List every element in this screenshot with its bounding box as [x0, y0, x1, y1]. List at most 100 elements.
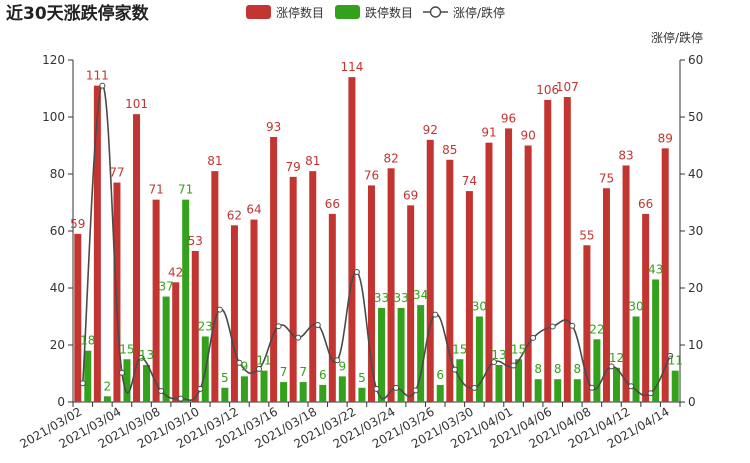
- limit-down-bar[interactable]: [319, 384, 327, 402]
- limit-up-bar[interactable]: [309, 171, 317, 402]
- ratio-point[interactable]: [588, 384, 595, 391]
- ratio-point[interactable]: [79, 380, 86, 387]
- limit-down-bar[interactable]: [612, 367, 620, 402]
- limit-down-bar[interactable]: [84, 350, 92, 402]
- limit-up-bar[interactable]: [622, 165, 630, 402]
- limit-down-bar[interactable]: [123, 359, 131, 402]
- ratio-point[interactable]: [256, 365, 263, 372]
- limit-down-bar[interactable]: [632, 316, 640, 403]
- limit-up-bar[interactable]: [191, 250, 199, 402]
- limit-down-bar[interactable]: [652, 279, 660, 402]
- limit-up-bar-label: 66: [638, 197, 653, 211]
- limit-up-bar[interactable]: [113, 182, 121, 402]
- limit-down-bar[interactable]: [397, 307, 405, 402]
- ratio-point[interactable]: [138, 354, 145, 361]
- ratio-point[interactable]: [628, 383, 635, 390]
- limit-down-bar[interactable]: [280, 382, 288, 402]
- ratio-point[interactable]: [197, 385, 204, 392]
- limit-down-bar[interactable]: [417, 305, 425, 402]
- limit-up-bar[interactable]: [485, 142, 493, 402]
- limit-down-bar-label: 7: [280, 365, 288, 379]
- limit-up-bar[interactable]: [133, 114, 141, 403]
- limit-down-bar[interactable]: [456, 359, 464, 402]
- limit-down-bar[interactable]: [671, 370, 679, 402]
- limit-up-bar[interactable]: [230, 225, 238, 402]
- limit-down-bar[interactable]: [495, 364, 503, 402]
- limit-up-bar[interactable]: [642, 213, 650, 402]
- limit-up-bar-label: 69: [403, 188, 418, 202]
- ratio-point[interactable]: [451, 366, 458, 373]
- ratio-point[interactable]: [647, 390, 654, 397]
- ratio-point[interactable]: [569, 322, 576, 329]
- limit-up-bar[interactable]: [328, 213, 336, 402]
- limit-up-bar[interactable]: [446, 159, 454, 402]
- limit-down-bar[interactable]: [378, 307, 385, 402]
- limit-down-bar[interactable]: [260, 370, 268, 402]
- limit-down-bar[interactable]: [338, 376, 346, 402]
- ratio-point[interactable]: [177, 395, 184, 402]
- limit-up-bar[interactable]: [544, 99, 552, 403]
- ratio-point[interactable]: [530, 334, 537, 341]
- limit-up-bar[interactable]: [93, 85, 101, 403]
- limit-down-bar[interactable]: [554, 379, 562, 402]
- limit-up-bar-label: 96: [501, 111, 516, 125]
- limit-up-bar[interactable]: [74, 233, 82, 402]
- limit-up-bar[interactable]: [211, 171, 219, 402]
- limit-up-bar[interactable]: [152, 199, 160, 402]
- limit-down-bar[interactable]: [143, 364, 151, 402]
- ratio-point[interactable]: [412, 387, 419, 394]
- limit-down-bar[interactable]: [182, 199, 190, 402]
- legend[interactable]: 涨停数目 跌停数目 涨停/跌停: [246, 5, 505, 20]
- ratio-point[interactable]: [432, 311, 439, 318]
- ratio-point[interactable]: [275, 323, 282, 330]
- limit-down-bar[interactable]: [221, 387, 229, 402]
- ratio-point[interactable]: [510, 362, 517, 369]
- limit-up-bar[interactable]: [407, 205, 415, 402]
- limit-up-bar[interactable]: [387, 168, 395, 402]
- limit-down-bar[interactable]: [475, 316, 483, 403]
- limit-up-bar[interactable]: [426, 139, 434, 403]
- limit-up-bar[interactable]: [465, 191, 473, 402]
- limit-down-bar[interactable]: [103, 396, 111, 402]
- limit-up-bar[interactable]: [250, 219, 258, 402]
- ratio-point[interactable]: [549, 323, 556, 330]
- ratio-point[interactable]: [608, 363, 615, 370]
- limit-down-bar[interactable]: [162, 296, 170, 402]
- limit-down-bar[interactable]: [593, 339, 601, 402]
- legend-item-limit-down[interactable]: 跌停数目: [335, 5, 413, 20]
- ratio-point[interactable]: [353, 269, 360, 276]
- limit-up-bar[interactable]: [602, 188, 610, 402]
- ratio-point[interactable]: [490, 359, 497, 366]
- ratio-point[interactable]: [393, 384, 400, 391]
- limit-up-bar[interactable]: [661, 148, 669, 402]
- legend-item-ratio[interactable]: 涨停/跌停: [423, 5, 505, 20]
- ratio-point[interactable]: [667, 352, 674, 359]
- ratio-point[interactable]: [158, 388, 165, 395]
- limit-down-bar[interactable]: [573, 379, 581, 402]
- limit-up-bar[interactable]: [270, 136, 278, 402]
- limit-up-bar[interactable]: [524, 145, 532, 403]
- ratio-point[interactable]: [295, 334, 302, 341]
- limit-down-bar[interactable]: [534, 379, 542, 402]
- ratio-point[interactable]: [216, 306, 223, 313]
- ratio-point[interactable]: [314, 322, 321, 329]
- ratio-point[interactable]: [373, 385, 380, 392]
- limit-up-bar[interactable]: [348, 77, 356, 402]
- limit-down-bar[interactable]: [299, 382, 307, 402]
- ratio-point[interactable]: [236, 359, 243, 366]
- limit-down-bar[interactable]: [515, 359, 523, 402]
- limit-up-bar[interactable]: [172, 282, 180, 402]
- limit-up-bar[interactable]: [289, 176, 297, 402]
- ratio-point[interactable]: [471, 384, 478, 391]
- legend-item-limit-up[interactable]: 涨停数目: [246, 5, 324, 20]
- ratio-point[interactable]: [118, 369, 125, 376]
- limit-down-bar[interactable]: [240, 376, 248, 402]
- limit-up-bar[interactable]: [505, 128, 513, 402]
- limit-up-bar[interactable]: [563, 97, 571, 403]
- ratio-point[interactable]: [334, 357, 341, 364]
- ratio-point[interactable]: [99, 82, 106, 89]
- limit-up-bar[interactable]: [368, 185, 375, 402]
- limit-up-bar[interactable]: [583, 245, 591, 402]
- limit-down-bar[interactable]: [358, 387, 366, 402]
- limit-down-bar[interactable]: [436, 384, 444, 402]
